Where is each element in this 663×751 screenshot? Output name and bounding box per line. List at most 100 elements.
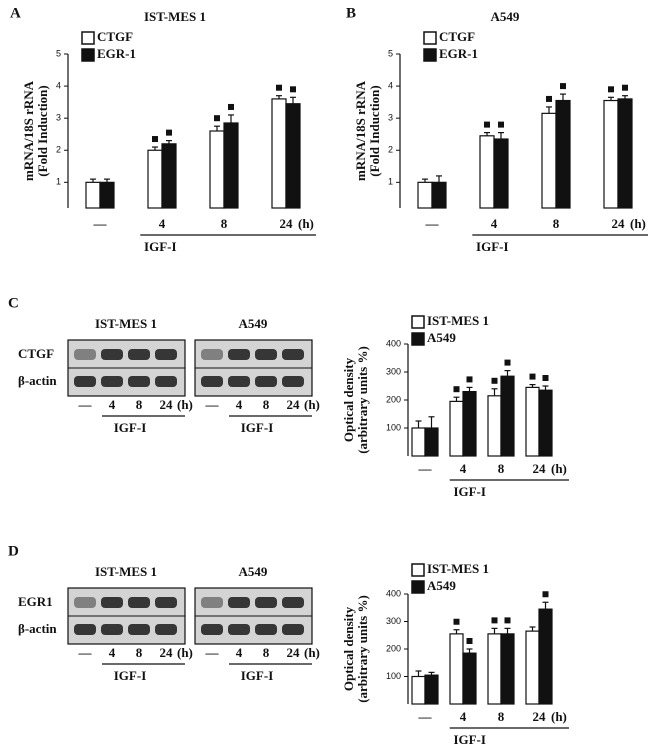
blot-band [128,624,150,635]
significance-marker [622,84,628,91]
bar [500,375,515,457]
bar [538,389,553,457]
bar [538,608,553,705]
blot-lane-label: 24 [160,645,174,660]
blot-band [101,376,123,387]
legend-swatch [423,48,437,62]
bar [525,386,540,457]
significance-marker [484,121,490,128]
legend-label: IST-MES 1 [427,561,489,576]
significance-marker [608,86,614,93]
bar [99,181,115,209]
x-unit: (h) [298,216,314,231]
y-tick-label: 200 [386,643,401,653]
blot-unit: (h) [304,397,320,412]
significance-marker [152,136,158,143]
y-tick-label: 4 [388,80,393,90]
blot-lane-label: 8 [263,645,270,660]
panel-letter: C [8,295,19,311]
blot-lane-label: — [78,397,93,412]
legend-swatch [423,31,437,45]
y-tick-label: 2 [56,145,61,155]
blot-unit: (h) [177,397,193,412]
blot-band [74,597,96,608]
blot-lane-label: 8 [263,397,270,412]
y-tick-label: 1 [56,177,61,187]
blot-unit: (h) [177,645,193,660]
y-tick-label: 1 [388,177,393,187]
legend-swatch [411,580,425,594]
y-axis-label: (arbitrary units %) [355,595,370,703]
significance-marker [491,377,498,384]
significance-marker [214,115,220,122]
blot-band [128,597,150,608]
bar [449,400,464,457]
x-tick-label: — [93,216,108,231]
x-axis-label: IGF-I [453,484,486,499]
bar [462,391,477,457]
blot-band [255,349,277,360]
chart-title: A549 [491,9,520,24]
y-tick-label: 2 [388,145,393,155]
blot-treatment: IGF-I [241,668,274,683]
blot-group-label: A549 [239,564,268,579]
significance-marker [491,617,498,624]
legend-swatch [81,31,95,45]
y-axis-label: (Fold Induction) [367,85,382,176]
legend-label: A549 [427,578,456,593]
significance-marker [542,375,549,381]
blot-row-label: EGR1 [18,594,53,609]
legend-swatch [81,48,95,62]
y-tick-label: 100 [386,422,401,432]
blot-band [255,376,277,387]
legend-swatch [411,332,425,346]
blot-row-label: CTGF [18,346,54,361]
bar [555,99,571,209]
significance-marker [542,591,549,598]
blot-row-label: β-actin [18,621,57,636]
x-tick-label: 8 [553,216,560,231]
significance-marker [504,359,511,366]
legend-swatch [411,563,425,577]
blot-group-label: A549 [239,316,268,331]
panel-letter: D [8,543,19,559]
blot-band [228,597,250,608]
blot-band [74,349,96,360]
x-tick-label: 4 [460,709,467,724]
x-tick-label: 8 [221,216,228,231]
blot-row-label: β-actin [18,373,57,388]
y-tick-label: 400 [386,338,401,348]
y-axis-label: (arbitrary units %) [355,346,370,454]
blot-band [74,624,96,635]
y-tick-label: 4 [56,80,61,90]
bar [147,149,163,209]
legend-label: A549 [427,330,456,345]
blot-band [228,624,250,635]
bar [424,427,439,457]
blot-band [155,624,177,635]
x-unit: (h) [551,461,567,476]
bar [271,98,287,209]
significance-marker [228,103,234,110]
blot-lane-label: 8 [136,397,143,412]
y-tick-label: 3 [388,113,393,123]
blot-band [282,624,304,635]
x-tick-label: 8 [498,709,505,724]
x-unit: (h) [630,216,646,231]
legend-label: CTGF [439,29,475,44]
legend-label: EGR-1 [97,46,136,61]
blot-band [201,376,223,387]
significance-marker [453,386,460,393]
blot-band [255,624,277,635]
bar [431,181,447,209]
bar [525,630,540,705]
legend-label: EGR-1 [439,46,478,61]
x-tick-label: — [418,709,433,724]
bar [209,130,225,209]
bar [487,395,502,457]
x-axis-label: IGF-I [144,239,177,254]
bar [223,122,239,209]
blot-band [74,376,96,387]
bar [603,99,619,209]
